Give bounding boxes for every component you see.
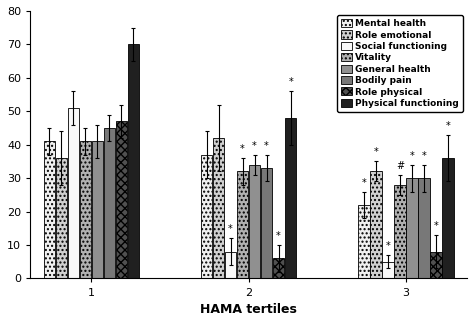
Bar: [237, 172, 248, 278]
Text: *: *: [264, 141, 269, 151]
Bar: [406, 178, 418, 278]
Bar: [80, 141, 91, 278]
Bar: [382, 262, 393, 278]
Bar: [91, 141, 103, 278]
Legend: Mental health, Role emotional, Social functioning, Vitality, General health, Bod: Mental health, Role emotional, Social fu…: [337, 16, 463, 111]
Text: *: *: [421, 151, 426, 161]
Bar: [285, 118, 296, 278]
Text: *: *: [288, 77, 293, 87]
Bar: [418, 178, 429, 278]
Text: *: *: [410, 151, 414, 161]
Bar: [201, 155, 212, 278]
Text: *: *: [362, 178, 366, 188]
Bar: [116, 121, 127, 278]
Bar: [55, 158, 67, 278]
Text: *: *: [446, 121, 450, 131]
Bar: [104, 128, 115, 278]
Text: *: *: [374, 147, 378, 157]
Bar: [394, 185, 406, 278]
Bar: [430, 252, 442, 278]
Text: *: *: [385, 241, 390, 251]
Text: *: *: [434, 221, 438, 231]
Text: *: *: [276, 231, 281, 241]
Bar: [225, 252, 236, 278]
Text: *: *: [228, 224, 233, 234]
Bar: [358, 205, 370, 278]
Bar: [44, 141, 55, 278]
Bar: [273, 258, 284, 278]
Bar: [213, 138, 224, 278]
Bar: [67, 108, 79, 278]
Bar: [128, 44, 139, 278]
Bar: [370, 172, 382, 278]
Bar: [442, 158, 454, 278]
Text: *: *: [252, 141, 257, 151]
Bar: [249, 165, 260, 278]
Text: #: #: [396, 161, 404, 171]
Text: *: *: [240, 144, 245, 154]
Bar: [261, 168, 272, 278]
X-axis label: HAMA tertiles: HAMA tertiles: [200, 303, 297, 316]
